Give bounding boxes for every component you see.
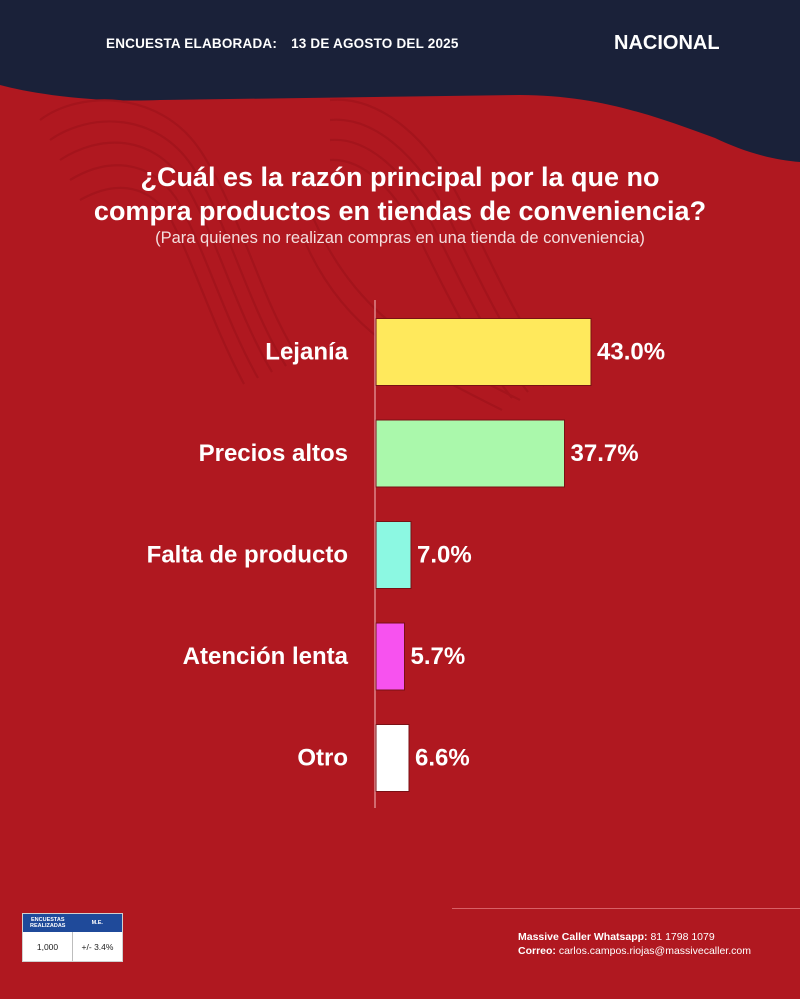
category-label-precios-altos: Precios altos — [199, 440, 348, 467]
header-band — [0, 0, 800, 162]
survey-info-table: ENCUESTAS REALIZADAS M.E. 1,000 +/- 3.4% — [22, 913, 123, 962]
survey-info-row: 1,000 +/- 3.4% — [23, 932, 122, 961]
category-label-otro: Otro — [297, 745, 348, 772]
survey-info-header: ENCUESTAS REALIZADAS M.E. — [23, 914, 122, 932]
chart-title-line-2: compra productos en tiendas de convenien… — [93, 196, 707, 226]
scope-label: NACIONAL — [614, 32, 720, 54]
survey-date: 13 DE AGOSTO DEL 2025 — [291, 36, 459, 51]
value-label-otro: 6.6% — [415, 745, 470, 772]
value-label-lejania: 43.0% — [597, 339, 665, 366]
whatsapp-label: Massive Caller Whatsapp: — [518, 931, 648, 943]
whatsapp-value: 81 1798 1079 — [650, 931, 715, 943]
chart-title: ¿Cuál es la razón principal por la que n… — [0, 160, 800, 228]
bar-precios-altos — [375, 419, 565, 488]
whatsapp-line: Massive Caller Whatsapp: 81 1798 1079 — [518, 930, 751, 944]
margin-error-header: M.E. — [91, 919, 103, 926]
category-label-atencion-lenta: Atención lenta — [183, 643, 349, 670]
bar-lejania — [375, 318, 592, 386]
margin-error-value: +/- 3.4% — [81, 941, 114, 952]
email-value: carlos.campos.riojas@massivecaller.com — [558, 945, 751, 957]
bar-atencion-lenta — [375, 622, 405, 691]
category-label-lejania: Lejanía — [265, 339, 348, 366]
footer-divider — [452, 908, 800, 909]
category-label-falta-de-producto: Falta de producto — [147, 542, 348, 569]
chart-title-line-1: ¿Cuál es la razón principal por la que n… — [140, 162, 660, 192]
value-label-falta-de-producto: 7.0% — [417, 542, 472, 569]
email-line: Correo: carlos.campos.riojas@massivecall… — [518, 944, 751, 958]
survey-label: ENCUESTA ELABORADA: — [106, 36, 278, 51]
survey-date-label: ENCUESTA ELABORADA: 13 DE AGOSTO DEL 2025 — [106, 36, 459, 51]
value-label-precios-altos: 37.7% — [571, 440, 639, 467]
bar-otro — [375, 724, 410, 792]
surveys-header: ENCUESTAS REALIZADAS — [30, 916, 66, 930]
bar-falta-de-producto — [375, 521, 412, 589]
email-label: Correo: — [518, 945, 556, 957]
chart-subtitle: (Para quienes no realizan compras en una… — [155, 229, 645, 247]
contact-info: Massive Caller Whatsapp: 81 1798 1079 Co… — [518, 930, 751, 958]
value-label-atencion-lenta: 5.7% — [411, 643, 466, 670]
surveys-value: 1,000 — [23, 932, 73, 961]
